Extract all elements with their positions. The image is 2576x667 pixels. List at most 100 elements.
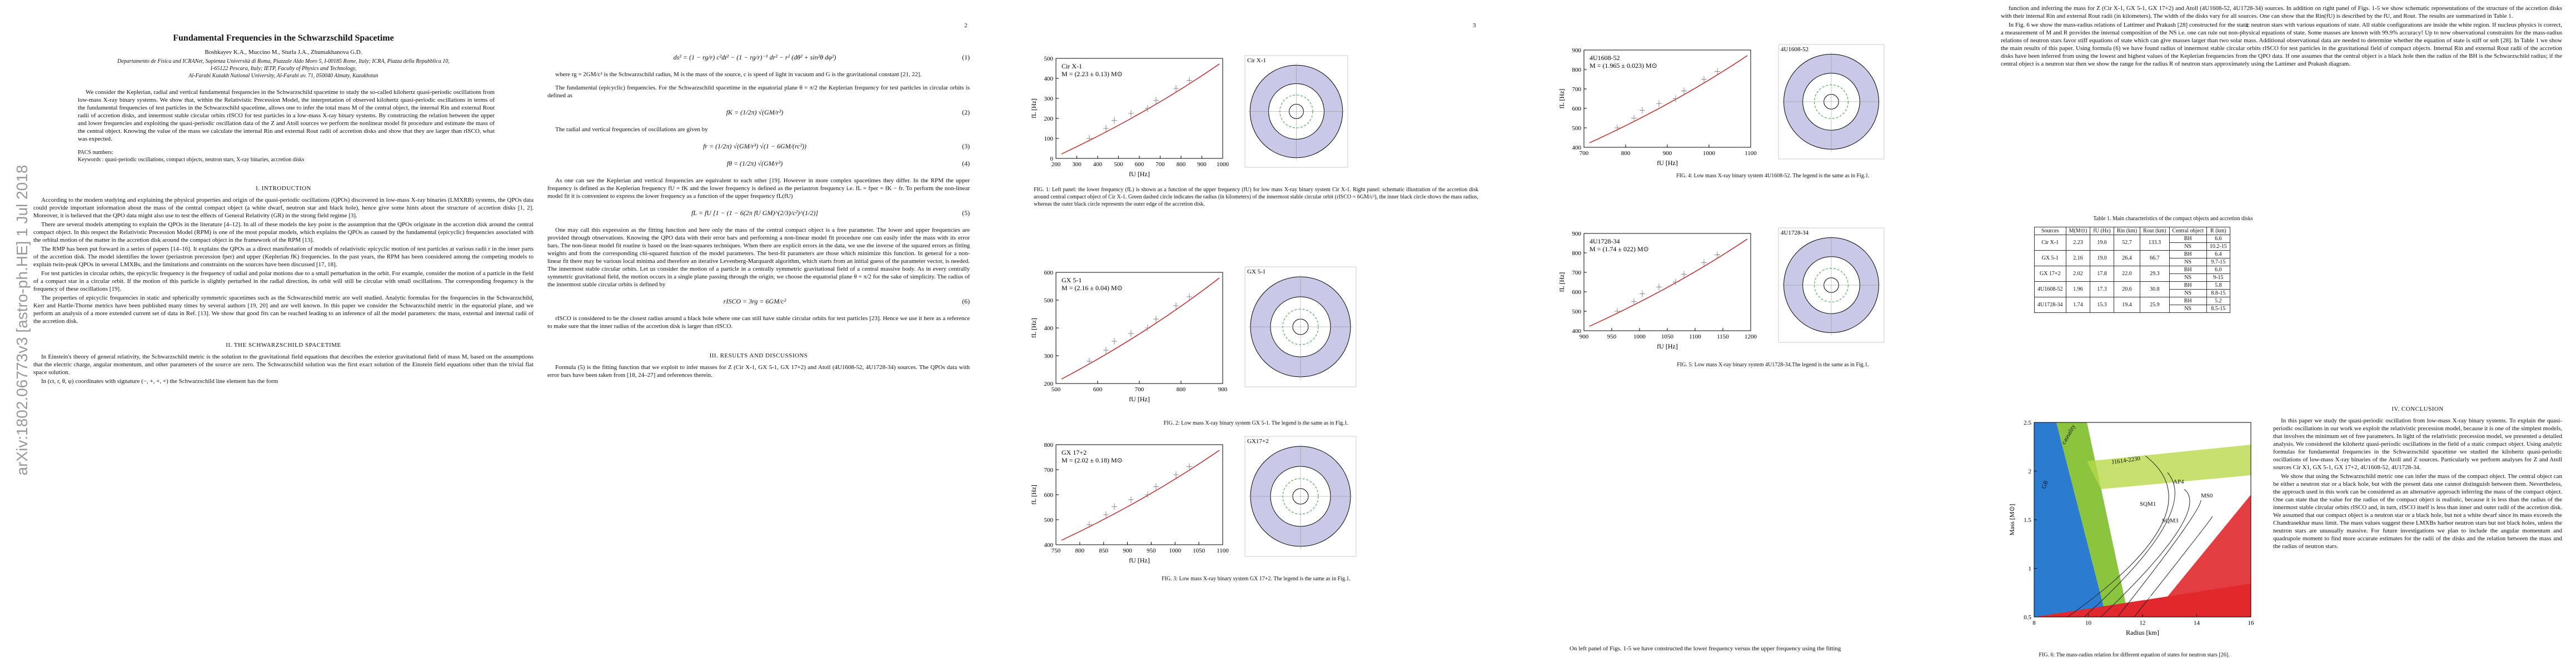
y-axis-label: fL [Hz] [1030, 318, 1038, 338]
equation: ds² = (1 − rg/r) c²dt² − (1 − rg/r)⁻¹ dr… [547, 53, 970, 62]
y-tick-label: 400 [1044, 542, 1054, 549]
y-tick-label: 700 [1572, 86, 1582, 93]
x-tick-label: 10 [2085, 620, 2092, 626]
eos-curve [2084, 472, 2175, 618]
observation-marker [1701, 259, 1707, 266]
y-tick-label: 100 [1044, 136, 1054, 142]
x-axis-label: Radius [km] [2126, 629, 2159, 636]
object-radius [1292, 488, 1309, 505]
paragraph: The properties of epicyclic frequencies … [33, 295, 534, 325]
x-tick-label: 700 [1580, 150, 1589, 157]
disk-frame [1244, 55, 1348, 168]
equation-number: (3) [962, 142, 970, 150]
paragraph: The radial and vertical frequencies of o… [555, 126, 708, 133]
plot-frame [1055, 444, 1223, 545]
object-radius [1292, 318, 1309, 335]
paragraph: function and inferring the mass for Z (C… [2001, 5, 2562, 19]
table-cell: 4U1608-52 [2034, 281, 2066, 297]
x-tick-label: 1000 [1217, 161, 1229, 168]
observation-marker [1715, 251, 1720, 258]
observation-marker [1087, 358, 1092, 365]
table-header-cell: Central object [2169, 227, 2207, 235]
paragraph: One may call this expression as the fitt… [547, 227, 970, 288]
x-tick-label: 1200 [1745, 334, 1757, 340]
region-label: rotation [2144, 590, 2165, 602]
figure-caption: FIG. 4: Low mass X-ray binary system 4U1… [1676, 173, 1870, 179]
table-cell: 5.2 [2206, 297, 2230, 305]
isco-circle [1282, 478, 1319, 515]
x-tick-label: 700 [1155, 161, 1165, 168]
fit-curve [1061, 450, 1220, 541]
section-heading: III. RESULTS AND DISCUSSIONS [709, 352, 808, 359]
table-cell: 8.8-15 [2206, 289, 2230, 297]
y-tick-label: 800 [1044, 442, 1054, 449]
observation-marker [1673, 95, 1678, 102]
table-row: NS 9-15 [2035, 273, 2230, 282]
equation-number: (2) [962, 108, 970, 116]
region-label: MS0 [2201, 492, 2213, 499]
x-tick-label: 800 [1177, 161, 1186, 168]
region-causality [2034, 422, 2251, 617]
x-tick-label: 750 [1052, 547, 1061, 554]
disk-inner-edge [1802, 73, 1860, 131]
page-number: 3 [1473, 22, 1476, 29]
figure-caption: FIG. 3: Low mass X-ray binary system GX … [1162, 576, 1351, 582]
figure-caption: FIG. 1: Left panel: the lower frequency … [1034, 187, 1478, 207]
plot-label: GX 17+2 [1062, 449, 1087, 456]
affiliation: I-65122 Pescara, Italy; IETP, Faculty of… [210, 66, 357, 72]
y-tick-label: 800 [1572, 67, 1582, 73]
x-axis-label: fU [Hz] [1129, 556, 1150, 564]
x-tick-label: 700 [1135, 386, 1144, 393]
y-tick-label: 200 [1044, 381, 1054, 387]
accretion-disk [1250, 446, 1351, 547]
x-tick-label: 1100 [1217, 547, 1229, 554]
equation-expression: fθ = (1/2π) √(GM/r³) [726, 160, 783, 167]
paragraph: rISCO is considered to be the closest ra… [547, 315, 970, 330]
plot-label: Cir X-1 [1062, 62, 1082, 70]
paragraph: In Einstein's theory of general relativi… [33, 354, 534, 376]
figure-caption: FIG. 2: Low mass X-ray binary system GX … [1163, 420, 1349, 426]
table-cell: 26.4 [2113, 250, 2141, 266]
authors: Boshkayev K.A., Muccino M., Sturla J.A.,… [205, 49, 362, 56]
disk-frame [1778, 44, 1885, 160]
table-header-cell: R (km) [2206, 227, 2230, 235]
table-cell: 133.3 [2140, 235, 2170, 251]
table-cell: 19.0 [2090, 250, 2114, 266]
x-tick-label: 400 [1093, 161, 1103, 168]
region-rotation [2151, 495, 2251, 617]
accretion-disk [1783, 54, 1879, 150]
object-radius [1823, 94, 1839, 109]
affiliation: Departamento de Física and ICRANet, Sapi… [117, 58, 450, 64]
equation: fr = (1/2π) √(GM/r³) √(1 − 6GM/(rc²)) (3) [547, 142, 970, 151]
equation-expression: fr = (1/2π) √(GM/r³) √(1 − 6GM/(rc²)) [702, 142, 807, 150]
observation-marker [1103, 125, 1109, 132]
observation-marker [1187, 77, 1192, 84]
plot-label: 4U1728-34 [1590, 237, 1620, 245]
x-tick-label: 1000 [1703, 150, 1716, 157]
x-tick-label: 1000 [1633, 334, 1646, 340]
page-1: Fundamental Frequencies in the Schwarzsc… [33, 33, 534, 386]
keywords: Keywords : quasi-periodic oscillations, … [78, 157, 305, 163]
table-cell: 25.9 [2140, 297, 2170, 313]
y-axis-label: fL [Hz] [1030, 485, 1038, 505]
section-heading: I. INTRODUCTION [256, 185, 311, 192]
observation-marker [1173, 471, 1179, 478]
table-row: Cir X-1 2.23 19.6 52.7 133.3 BH 6.6 [2034, 235, 2230, 251]
table-cell: NS [2169, 273, 2207, 282]
x-tick-label: 600 [1135, 161, 1144, 168]
x-tick-label: 1100 [1689, 334, 1701, 340]
observation-marker [1087, 135, 1092, 142]
equation-expression: fL = fU [1 − (1 − 6(2π fU GM)^(2/3)/c²)^… [691, 209, 819, 217]
table-cell: BH [2169, 266, 2207, 274]
y-axis-label: fL [Hz] [1558, 89, 1566, 109]
table-cell: NS [2169, 289, 2207, 297]
paper-title: Fundamental Frequencies in the Schwarzsc… [173, 33, 394, 43]
table-cell: 2.02 [2065, 266, 2091, 282]
mass-label: M = (2.02 ± 0.18) M⊙ [1062, 456, 1123, 464]
results-table: Sources M(M⊙) fU (Hz) Rin (km) Rout (km) Cent… [2034, 227, 2230, 313]
equation: fK = (1/2π) √(GM/r³) (2) [547, 108, 970, 117]
x-tick-label: 900 [1580, 334, 1589, 340]
y-tick-label: 500 [1044, 56, 1054, 62]
x-tick-label: 300 [1072, 161, 1082, 168]
eos-curve [2067, 455, 2169, 618]
